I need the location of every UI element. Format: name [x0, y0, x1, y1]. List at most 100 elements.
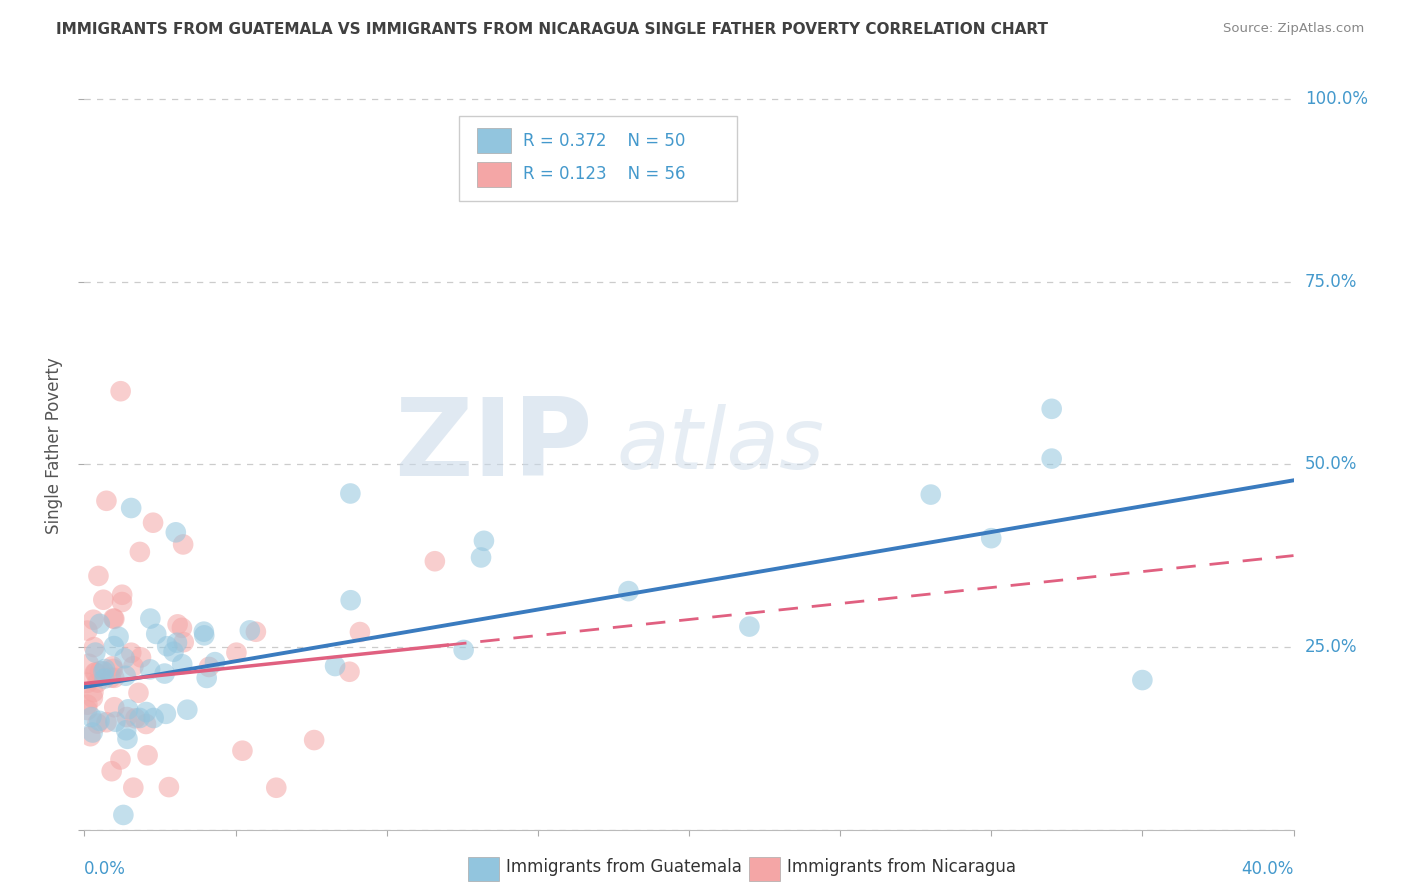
Text: R = 0.372    N = 50: R = 0.372 N = 50 [523, 132, 686, 150]
Immigrants from Nicaragua [101, 662, 124, 676]
Immigrants from Nicaragua [349, 625, 371, 640]
Immigrants from Nicaragua [231, 744, 253, 758]
Immigrants from Nicaragua [76, 676, 98, 690]
Text: atlas: atlas [616, 404, 824, 488]
Immigrants from Guatemala [89, 714, 111, 728]
Immigrants from Nicaragua [135, 717, 157, 731]
Immigrants from Nicaragua [110, 384, 132, 399]
Immigrants from Guatemala [204, 655, 226, 669]
Immigrants from Nicaragua [77, 657, 100, 671]
Immigrants from Guatemala [176, 703, 198, 717]
Immigrants from Nicaragua [129, 650, 152, 665]
Immigrants from Nicaragua [83, 640, 105, 654]
Immigrants from Nicaragua [122, 780, 145, 795]
Immigrants from Guatemala [93, 672, 115, 686]
Immigrants from Nicaragua [76, 703, 98, 717]
Text: 100.0%: 100.0% [1305, 90, 1368, 108]
Text: 25.0%: 25.0% [1305, 638, 1357, 656]
Immigrants from Guatemala [156, 639, 179, 653]
Immigrants from Nicaragua [82, 690, 104, 705]
Immigrants from Nicaragua [83, 665, 105, 680]
Immigrants from Nicaragua [111, 595, 134, 609]
Immigrants from Guatemala [114, 669, 136, 683]
Immigrants from Nicaragua [225, 646, 247, 660]
Immigrants from Guatemala [142, 711, 165, 725]
Text: IMMIGRANTS FROM GUATEMALA VS IMMIGRANTS FROM NICARAGUA SINGLE FATHER POVERTY COR: IMMIGRANTS FROM GUATEMALA VS IMMIGRANTS … [56, 22, 1049, 37]
Immigrants from Nicaragua [103, 612, 125, 626]
Immigrants from Nicaragua [82, 685, 104, 699]
Immigrants from Nicaragua [423, 554, 446, 568]
Immigrants from Guatemala [472, 533, 495, 548]
Immigrants from Guatemala [166, 636, 188, 650]
Text: 75.0%: 75.0% [1305, 273, 1357, 291]
Immigrants from Nicaragua [198, 660, 221, 674]
Immigrants from Guatemala [323, 659, 346, 673]
Immigrants from Guatemala [738, 619, 761, 633]
Text: 50.0%: 50.0% [1305, 455, 1357, 474]
Immigrants from Guatemala [193, 624, 215, 639]
Immigrants from Guatemala [128, 711, 150, 725]
Immigrants from Guatemala [1040, 451, 1063, 466]
Immigrants from Guatemala [980, 531, 1002, 545]
Immigrants from Guatemala [84, 646, 107, 660]
Immigrants from Guatemala [120, 501, 142, 516]
Immigrants from Guatemala [155, 706, 177, 721]
Immigrants from Nicaragua [110, 752, 132, 766]
Immigrants from Nicaragua [157, 780, 180, 794]
FancyBboxPatch shape [478, 128, 512, 153]
FancyBboxPatch shape [478, 162, 512, 186]
Immigrants from Guatemala [239, 624, 262, 638]
Immigrants from Guatemala [453, 643, 475, 657]
Immigrants from Nicaragua [120, 646, 142, 660]
Immigrants from Nicaragua [136, 748, 159, 763]
Immigrants from Nicaragua [166, 617, 188, 632]
Immigrants from Guatemala [1040, 401, 1063, 416]
Immigrants from Nicaragua [101, 659, 124, 673]
Text: 0.0%: 0.0% [84, 860, 127, 879]
Immigrants from Guatemala [162, 645, 184, 659]
Immigrants from Guatemala [103, 639, 125, 653]
Immigrants from Guatemala [80, 710, 103, 724]
Immigrants from Nicaragua [103, 700, 125, 714]
Text: R = 0.123    N = 56: R = 0.123 N = 56 [523, 165, 686, 184]
Immigrants from Nicaragua [96, 715, 118, 730]
Immigrants from Guatemala [89, 616, 111, 631]
Immigrants from Nicaragua [76, 624, 98, 638]
Text: 40.0%: 40.0% [1241, 860, 1294, 879]
Y-axis label: Single Father Poverty: Single Father Poverty [45, 358, 63, 534]
Immigrants from Guatemala [920, 487, 942, 501]
Immigrants from Nicaragua [115, 710, 138, 724]
Immigrants from Guatemala [165, 525, 187, 540]
Immigrants from Nicaragua [103, 611, 125, 625]
FancyBboxPatch shape [460, 116, 737, 201]
Immigrants from Nicaragua [172, 537, 194, 551]
Immigrants from Guatemala [93, 665, 115, 679]
Immigrants from Nicaragua [86, 675, 108, 690]
Immigrants from Nicaragua [127, 686, 149, 700]
Text: Immigrants from Guatemala: Immigrants from Guatemala [506, 858, 742, 876]
Immigrants from Guatemala [1130, 673, 1153, 687]
Immigrants from Nicaragua [128, 545, 150, 559]
Text: Source: ZipAtlas.com: Source: ZipAtlas.com [1223, 22, 1364, 36]
Immigrants from Guatemala [617, 584, 640, 599]
Immigrants from Guatemala [117, 702, 139, 716]
Immigrants from Nicaragua [142, 516, 165, 530]
Immigrants from Guatemala [112, 808, 135, 822]
Immigrants from Nicaragua [84, 665, 107, 680]
Immigrants from Nicaragua [173, 635, 195, 649]
Immigrants from Guatemala [153, 666, 176, 681]
Immigrants from Nicaragua [111, 588, 134, 602]
Immigrants from Guatemala [339, 486, 361, 500]
Immigrants from Nicaragua [124, 711, 146, 725]
Immigrants from Nicaragua [170, 621, 193, 635]
Immigrants from Guatemala [114, 651, 136, 665]
Immigrants from Nicaragua [103, 671, 125, 685]
Immigrants from Nicaragua [266, 780, 288, 795]
Immigrants from Nicaragua [87, 569, 110, 583]
Immigrants from Nicaragua [86, 716, 108, 731]
Immigrants from Guatemala [135, 705, 157, 719]
Immigrants from Nicaragua [96, 493, 118, 508]
Immigrants from Nicaragua [122, 659, 145, 673]
Immigrants from Guatemala [139, 611, 162, 625]
Immigrants from Guatemala [145, 627, 167, 641]
